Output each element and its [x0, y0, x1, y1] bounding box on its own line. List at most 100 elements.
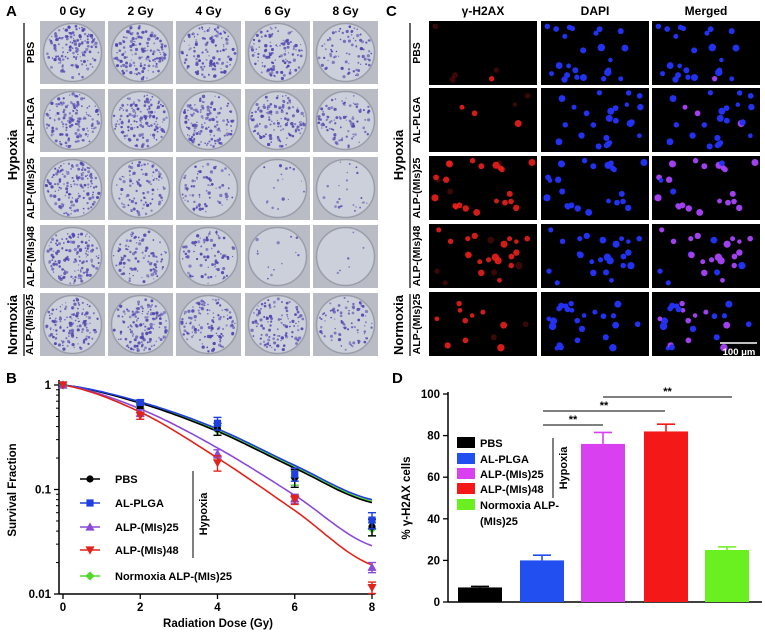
colony: [344, 306, 348, 310]
colony: [160, 177, 163, 180]
colony: [56, 182, 60, 186]
colony: [224, 167, 227, 170]
colony: [139, 123, 143, 127]
colony: [144, 201, 147, 204]
colony: [65, 337, 68, 340]
colony: [76, 122, 80, 126]
colony: [60, 54, 64, 58]
colony: [141, 70, 145, 73]
colony: [122, 63, 126, 67]
colony: [82, 271, 85, 274]
scale-bar-label: 100 μm: [723, 347, 756, 358]
colony: [231, 246, 234, 249]
colony: [333, 318, 336, 320]
colony: [146, 41, 149, 45]
colony: [195, 40, 198, 44]
colony: [230, 59, 232, 61]
colony: [85, 312, 88, 315]
colony: [190, 335, 194, 339]
colony: [253, 312, 255, 314]
colony: [149, 134, 152, 136]
colony: [334, 328, 336, 330]
colony: [127, 309, 130, 313]
colony: [197, 240, 201, 244]
colony: [267, 55, 271, 59]
colony: [289, 69, 292, 71]
colony: [62, 275, 66, 279]
nucleus: [607, 107, 615, 115]
colony: [139, 240, 141, 242]
colony: [282, 128, 285, 131]
colony: [297, 253, 300, 257]
colony: [81, 75, 84, 79]
colony: [54, 34, 58, 38]
colony: [62, 344, 64, 347]
colony: [50, 35, 53, 38]
colony: [129, 239, 132, 243]
colony: [84, 117, 87, 120]
colony: [159, 51, 161, 54]
colony: [284, 58, 287, 61]
colony: [85, 273, 89, 277]
colony-well-image: [40, 157, 105, 220]
colony: [86, 40, 90, 44]
microscopy-image: [541, 21, 649, 85]
colony: [59, 133, 62, 136]
colony: [286, 45, 290, 49]
colony: [124, 137, 126, 140]
colony: [190, 185, 193, 188]
colony: [72, 313, 76, 316]
colony: [54, 139, 58, 143]
colony: [139, 324, 142, 327]
colony: [362, 246, 365, 249]
x-axis-label: Radiation Dose (Gy): [163, 618, 273, 630]
colony: [140, 144, 144, 149]
colony: [182, 333, 185, 336]
colony: [74, 46, 78, 50]
colony: [114, 43, 119, 47]
nucleus: [669, 160, 677, 168]
colony: [64, 55, 67, 58]
colony: [328, 127, 331, 130]
nucleus: [599, 236, 607, 244]
nucleus: [612, 321, 620, 329]
colony: [298, 315, 301, 318]
nucleus: [680, 25, 687, 32]
colony: [212, 62, 216, 66]
nucleus: [555, 62, 563, 69]
colony: [139, 62, 142, 65]
y-tick-label: 80: [427, 431, 440, 443]
legend-item: ALP-(MIs)48: [80, 545, 179, 557]
legend-label: ALP-(MIs)25: [115, 522, 179, 534]
colony: [190, 113, 192, 115]
data-point: [367, 562, 377, 571]
colony: [87, 135, 89, 138]
colony: [289, 61, 292, 64]
colony: [134, 41, 136, 43]
colony: [64, 28, 67, 31]
colony: [61, 204, 64, 208]
colony: [138, 42, 142, 46]
colony: [158, 193, 162, 197]
colony: [150, 273, 154, 277]
colony: [85, 64, 88, 66]
colony: [295, 251, 297, 254]
colony: [325, 119, 328, 122]
colony: [139, 64, 143, 68]
colony: [154, 111, 156, 113]
colony: [91, 337, 94, 340]
panel-c-immunofluorescence: C γ-H2AX DAPI Merged PBSAL-PLGAALP-(MIs)25…: [386, 3, 760, 358]
well: [178, 22, 239, 83]
colony: [250, 328, 254, 333]
colony: [119, 118, 122, 121]
colony: [136, 307, 140, 311]
colony: [322, 110, 325, 113]
colony: [144, 255, 146, 257]
colony: [342, 322, 345, 325]
colony: [78, 245, 81, 247]
colony: [281, 197, 285, 201]
colony: [295, 322, 297, 325]
colony: [201, 343, 204, 345]
colony: [325, 104, 328, 108]
colony: [72, 278, 74, 280]
